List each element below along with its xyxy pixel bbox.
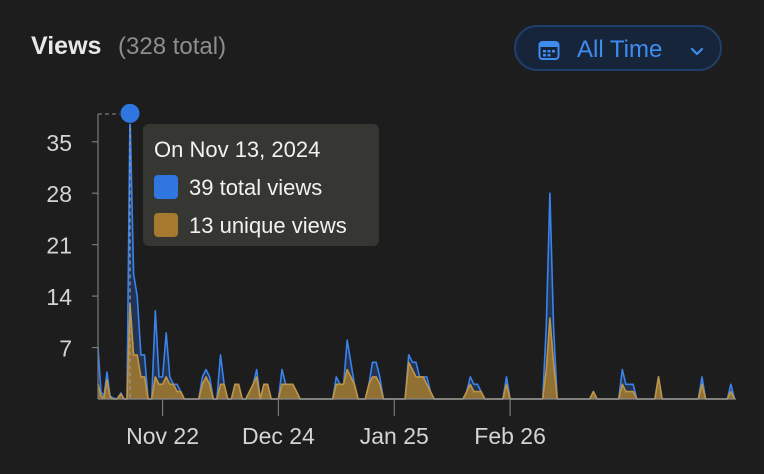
y-tick-label: 14 <box>46 284 72 310</box>
unique-views-area <box>98 303 735 399</box>
x-tick-label: Feb 26 <box>474 423 546 449</box>
y-tick-label: 21 <box>46 233 72 259</box>
calendar-icon <box>538 39 560 66</box>
date-range-label: All Time <box>577 36 663 63</box>
unique-swatch <box>154 213 178 237</box>
y-tick-label: 7 <box>59 336 72 362</box>
x-tick-label: Dec 24 <box>242 423 315 449</box>
unique-views-line <box>97 302 736 400</box>
total-swatch <box>154 175 178 199</box>
y-tick-label: 35 <box>46 130 72 156</box>
total-count: (328 total) <box>118 33 227 60</box>
x-tick-label: Jan 25 <box>360 423 429 449</box>
highlight-point[interactable] <box>119 102 141 124</box>
tooltip-unique-row: 13 unique views <box>154 212 374 238</box>
y-tick-label: 28 <box>46 181 72 207</box>
tooltip-total: 39 total views <box>189 175 323 200</box>
page-title: Views <box>31 32 102 60</box>
date-range-button[interactable]: All Time <box>514 25 722 71</box>
tooltip-date: On Nov 13, 2024 <box>154 137 321 162</box>
x-tick-label: Nov 22 <box>126 423 199 449</box>
chevron-down-icon <box>690 44 704 62</box>
chart-tooltip: On Nov 13, 2024 39 total views 13 unique… <box>143 124 379 246</box>
tooltip-unique: 13 unique views <box>189 213 347 238</box>
total-views-line <box>97 111 736 400</box>
tooltip-total-row: 39 total views <box>154 174 374 200</box>
